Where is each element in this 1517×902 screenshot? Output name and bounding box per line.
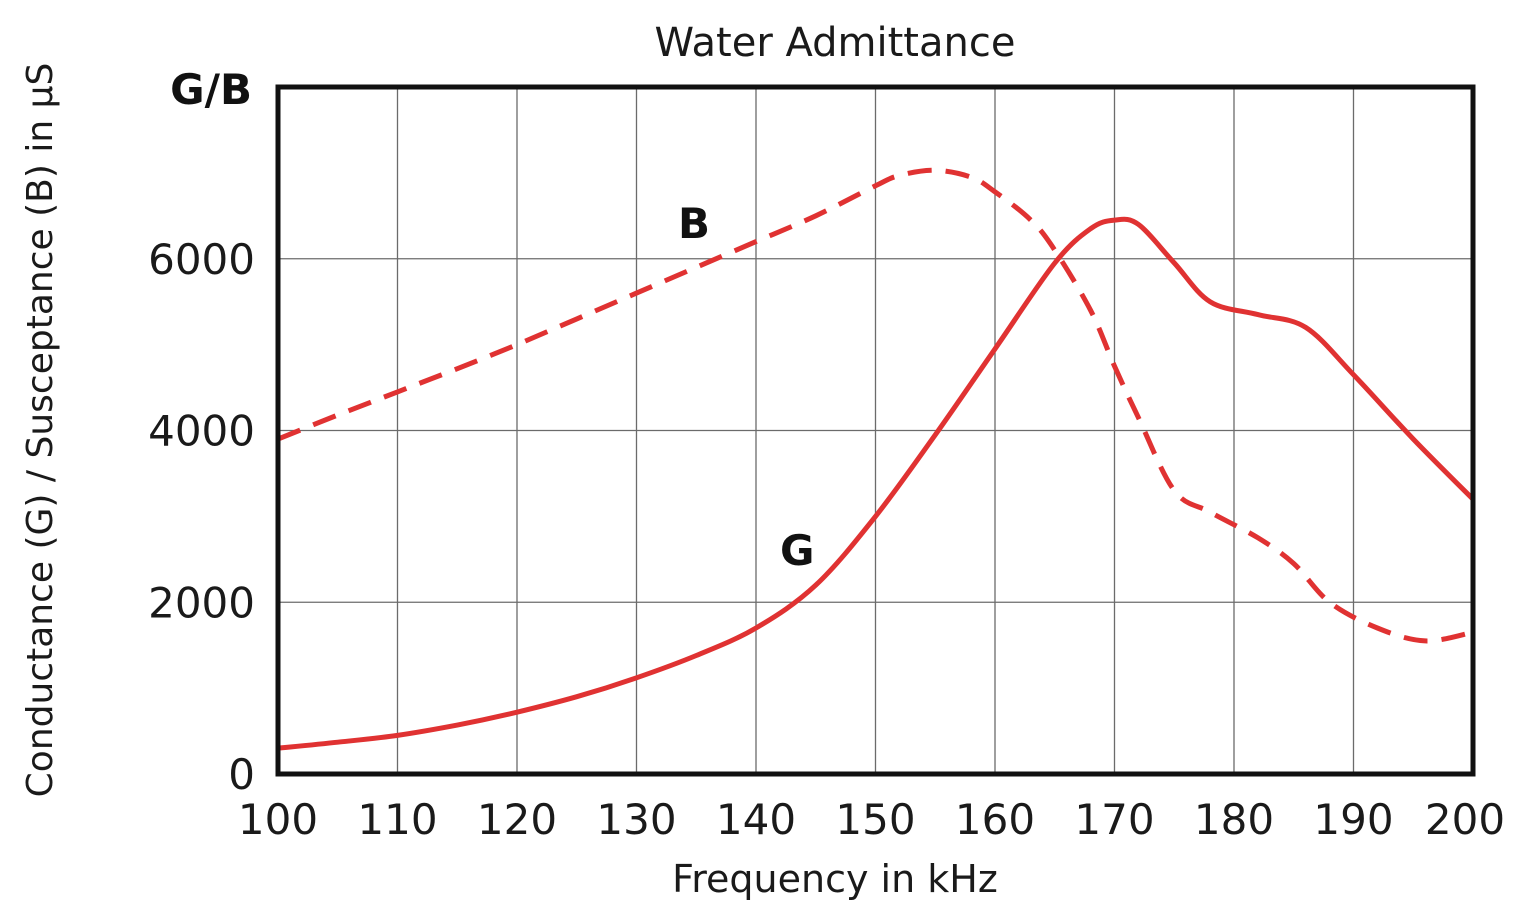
- y-tick-label: 2000: [148, 578, 255, 627]
- y-tick-label: 6000: [148, 235, 255, 284]
- y-tick-label: 0: [228, 750, 255, 799]
- x-tick-label: 160: [955, 795, 1035, 844]
- x-tick-labels: 100 110 120 130 140 150 160 170 180 190 200: [238, 795, 1505, 844]
- chart-title: Water Admittance: [655, 20, 1016, 66]
- y-axis-label: Conductance (G) / Susceptance (B) in µS: [20, 63, 61, 798]
- series-line-g: [277, 216, 1475, 751]
- plot-frame: [275, 84, 1476, 777]
- x-axis-label: Frequency in kHz: [672, 857, 998, 901]
- x-tick-label: 180: [1194, 795, 1274, 844]
- x-tick-label: 140: [716, 795, 796, 844]
- x-tick-label: 200: [1425, 795, 1505, 844]
- series-label-b: B: [678, 199, 710, 248]
- x-tick-label: 120: [477, 795, 557, 844]
- series-line-b: [277, 167, 1474, 644]
- grid-lines: [278, 87, 1473, 774]
- y-unit-label: G/B: [170, 65, 252, 114]
- series-lines: [277, 167, 1475, 751]
- y-tick-label: 4000: [148, 407, 255, 456]
- x-tick-label: 130: [596, 795, 676, 844]
- x-tick-label: 110: [357, 795, 437, 844]
- x-tick-label: 150: [835, 795, 915, 844]
- series-label-g: G: [780, 526, 814, 575]
- x-tick-label: 170: [1074, 795, 1154, 844]
- y-tick-labels: 0 2000 4000 6000: [148, 235, 255, 799]
- x-tick-label: 190: [1313, 795, 1393, 844]
- x-tick-label: 100: [238, 795, 318, 844]
